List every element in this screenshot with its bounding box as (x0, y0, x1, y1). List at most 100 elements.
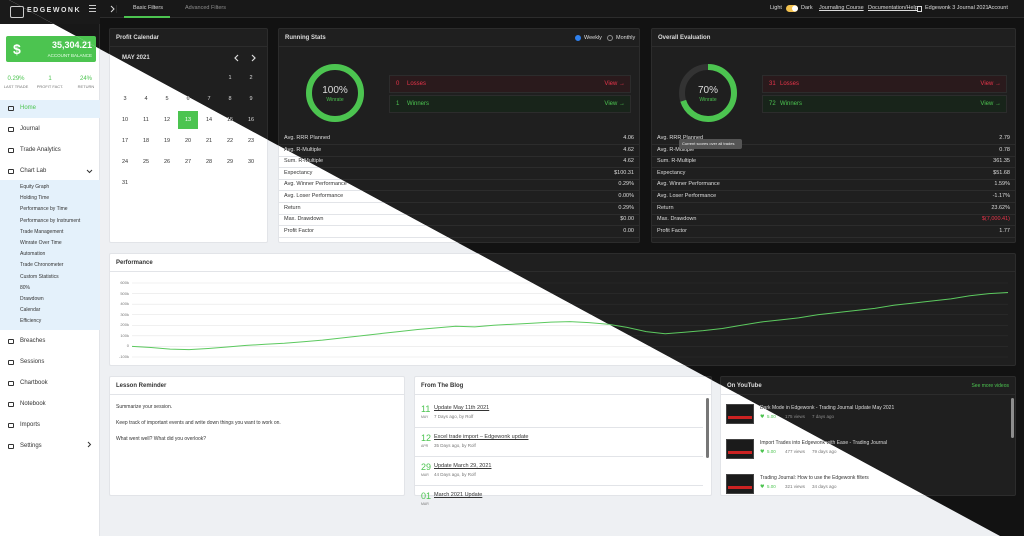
submenu (0, 180, 100, 330)
row-divider (652, 202, 1015, 203)
nav-icon (8, 423, 14, 428)
view-button[interactable]: View → (980, 101, 1001, 107)
calendar-day[interactable]: 2 (249, 75, 253, 81)
calendar-day[interactable]: 6 (186, 96, 190, 102)
view-button[interactable]: View → (604, 81, 625, 87)
calendar-day[interactable]: 25 (142, 159, 150, 165)
account-menu[interactable]: Account (988, 5, 1008, 11)
view-button[interactable]: View → (980, 81, 1001, 87)
nav-item[interactable]: Trade Analytics (20, 147, 61, 153)
submenu-item[interactable]: Calendar (20, 307, 41, 314)
calendar-day[interactable]: 21 (205, 138, 213, 144)
post-title[interactable]: March 2021 Update (434, 492, 483, 498)
calendar-day[interactable]: 16 (247, 117, 255, 123)
video-thumbnail[interactable] (726, 404, 754, 424)
calendar-day[interactable]: 19 (163, 138, 171, 144)
calendar-day[interactable]: 5 (165, 96, 169, 102)
submenu-item[interactable]: Efficiency (20, 318, 42, 325)
post-meta: 35 Days ago, by Rolf (434, 443, 476, 448)
submenu-item[interactable]: Performance by Time (20, 206, 68, 213)
submenu-item[interactable]: Automation (20, 251, 46, 258)
calendar-day[interactable]: 23 (247, 138, 255, 144)
calendar-day[interactable]: 12 (163, 117, 171, 123)
winners-count: 1 (396, 101, 400, 107)
submenu-item[interactable]: Trade Management (20, 228, 64, 235)
calendar-day[interactable]: 29 (226, 159, 234, 165)
calendar-day[interactable]: 17 (121, 138, 129, 144)
expand-button[interactable] (111, 5, 117, 13)
calendar-day[interactable]: 27 (184, 159, 192, 165)
menu-icon (89, 5, 96, 6)
nav-item[interactable]: Notebook (20, 401, 46, 407)
calendar-day[interactable]: 22 (226, 138, 234, 144)
post-title[interactable]: Update March 29, 2021 (434, 463, 492, 469)
video-thumbnail[interactable] (726, 474, 754, 494)
view-button[interactable]: View → (604, 101, 625, 107)
gauge-arc (679, 64, 737, 122)
post-title[interactable]: Update May 11th 2021 (434, 405, 490, 411)
nav-item[interactable]: Breaches (20, 338, 46, 344)
period-option[interactable]: Monthly (616, 35, 636, 41)
post-title[interactable]: Excel trade import – Edgewonk update (434, 434, 529, 440)
video-thumbnail[interactable] (726, 439, 754, 459)
calendar-day[interactable]: 8 (228, 96, 232, 102)
more-link[interactable]: See more videos (971, 383, 1009, 389)
calendar-day[interactable]: 20 (184, 138, 192, 144)
link[interactable]: Documentation/Help (868, 5, 918, 11)
calendar-day[interactable]: 4 (144, 96, 148, 102)
calendar-day[interactable]: 10 (121, 117, 129, 123)
gauge-value: 100% (322, 85, 348, 96)
nav-item[interactable]: Chartbook (20, 380, 48, 386)
calendar-day[interactable]: 30 (247, 159, 255, 165)
panel-title: Profit Calendar (116, 35, 160, 41)
row-divider (279, 178, 639, 180)
calendar-day[interactable]: 11 (143, 117, 149, 123)
calendar-day[interactable]: 1 (228, 75, 232, 81)
nav-item[interactable]: Settings (20, 443, 42, 449)
stat-value: 4.62 (623, 158, 634, 165)
submenu-item[interactable]: Trade Chronometer (20, 262, 64, 269)
stat-value: 2.79 (999, 135, 1010, 141)
tab[interactable]: Advanced Filters (185, 5, 226, 11)
journal-select[interactable]: Edgewonk 3 Journal 2021 (925, 5, 989, 11)
nav-icon (8, 381, 14, 386)
tab[interactable]: Basic Filters (133, 5, 163, 11)
nav-item[interactable]: Sessions (20, 359, 45, 365)
calendar-day[interactable]: 31 (121, 180, 129, 186)
nav-item[interactable]: Imports (20, 422, 41, 428)
calendar-day[interactable]: 28 (205, 159, 213, 165)
calendar-day[interactable]: 7 (207, 96, 211, 102)
nav-icon (8, 444, 14, 449)
submenu-item[interactable]: Winrate Over Time (20, 240, 62, 246)
nav-item[interactable]: Chart Lab (20, 168, 47, 174)
calendar-day[interactable]: 9 (249, 96, 253, 102)
video-title[interactable]: Import Trades into Edgewonk with Ease - … (760, 440, 888, 446)
stat-name: Avg. RRR Planned (284, 135, 331, 141)
calendar-day[interactable]: 24 (121, 159, 129, 165)
calendar-day[interactable]: 15 (226, 117, 234, 123)
calendar-day[interactable]: 18 (142, 138, 150, 144)
theme-label: Light (770, 5, 782, 11)
period-option[interactable]: Weekly (584, 35, 602, 41)
stat-value: -1.17% (992, 193, 1010, 199)
calendar-day[interactable]: 26 (163, 159, 171, 165)
calendar-day[interactable]: 14 (205, 117, 213, 123)
submenu-item[interactable]: Custom Statistics (20, 273, 59, 280)
gauge-label: Winrate (699, 97, 717, 103)
video-title[interactable]: Trading Journal: How to use the Edgewonk… (760, 475, 869, 481)
submenu-item[interactable]: 80% (20, 284, 31, 291)
calendar-day[interactable]: 13 (184, 117, 192, 123)
video-rating: 5.00 (767, 484, 776, 489)
nav-item[interactable]: Journal (20, 126, 40, 132)
link[interactable]: Journaling Course (819, 5, 864, 11)
panel-title: Running Stats (285, 35, 326, 41)
video-title[interactable]: Dark Mode in Edgewonk - Trading Journal … (760, 405, 895, 411)
post-meta: 44 Days ago, by Rolf (434, 472, 476, 477)
submenu-item[interactable]: Equity Graph (20, 184, 50, 190)
submenu-item[interactable]: Drawdown (20, 296, 44, 302)
submenu-item[interactable]: Performance by Instrument (20, 217, 81, 224)
nav-item[interactable]: Home (20, 105, 37, 111)
submenu-item[interactable]: Holding Time (20, 195, 50, 202)
calendar-day[interactable]: 3 (123, 96, 127, 102)
y-tick-label: 400k (120, 301, 129, 307)
